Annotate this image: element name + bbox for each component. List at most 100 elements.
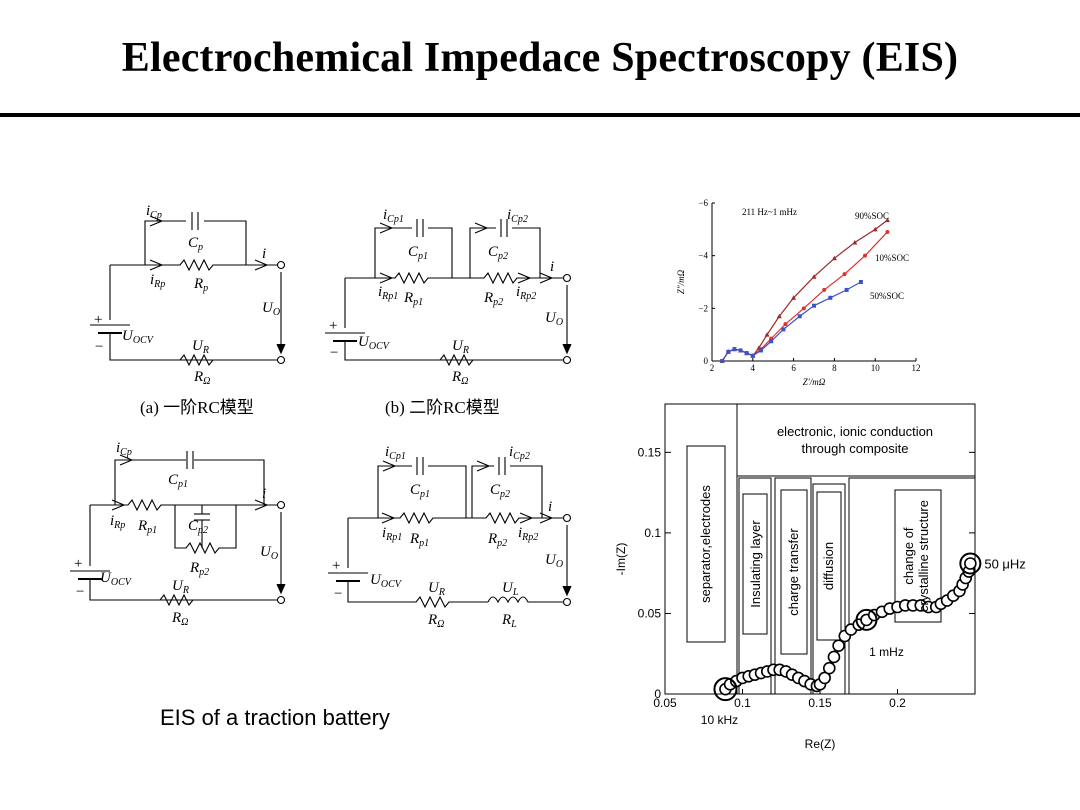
data-point <box>823 661 836 675</box>
zone-insulating-box <box>742 493 768 635</box>
svg-text:+: + <box>329 318 337 334</box>
y-tick-label: −4 <box>698 251 708 261</box>
y-tick-label: 0.1 <box>644 526 661 540</box>
resistor-rp <box>110 258 278 272</box>
svg-text:UOCV: UOCV <box>370 572 403 590</box>
svg-text:Cp1: Cp1 <box>410 482 430 500</box>
svg-text:iCp2: iCp2 <box>507 207 528 225</box>
resistor-rohm <box>179 353 214 367</box>
data-point <box>852 240 858 245</box>
series-label: 50%SOC <box>870 291 904 301</box>
y-tick-label: 0.15 <box>638 445 662 459</box>
circuit-a <box>90 212 286 367</box>
svg-text:i: i <box>548 499 552 515</box>
zone-label-conduction: through composite <box>802 441 909 456</box>
svg-text:−: − <box>76 584 84 600</box>
label-u0: UO <box>262 300 280 318</box>
data-point <box>812 303 816 308</box>
svg-text:iRp2: iRp2 <box>518 525 538 543</box>
zone-label-charge-transfer: charge transfer <box>786 528 801 616</box>
label-i-out: i <box>262 246 266 262</box>
svg-text:Rp1: Rp1 <box>403 290 423 308</box>
svg-text:Cp2: Cp2 <box>490 482 510 500</box>
svg-text:−: − <box>330 345 338 361</box>
x-axis-label: Re(Z) <box>805 737 836 751</box>
x-tick-label: 0.2 <box>889 696 906 710</box>
zone-label-insulating: Insulating layer <box>748 520 763 608</box>
svg-text:UOCV: UOCV <box>100 570 133 588</box>
svg-text:iCp1: iCp1 <box>383 207 404 225</box>
zone-charge-transfer <box>774 477 812 695</box>
circuit-d <box>328 457 572 609</box>
label-i-cp: iCp <box>146 203 162 221</box>
svg-text:Cp2: Cp2 <box>188 518 208 536</box>
x-tick-label: 0.1 <box>734 696 751 710</box>
svg-text:UO: UO <box>260 544 278 562</box>
data-point <box>844 287 849 292</box>
marker-label-10khz: 10 kHz <box>701 713 738 727</box>
data-point <box>801 306 806 311</box>
data-point <box>776 313 782 319</box>
data-point <box>863 253 867 258</box>
data-point <box>858 280 863 284</box>
svg-text:iRp: iRp <box>110 513 125 531</box>
zone-separator-box <box>686 445 726 643</box>
x-tick-label: 0.05 <box>653 696 677 710</box>
terminal-positive <box>562 273 572 283</box>
svg-text:RΩ: RΩ <box>427 612 444 630</box>
svg-text:iRp1: iRp1 <box>378 284 398 302</box>
marker-50uhz <box>959 552 982 575</box>
svg-text:iRp1: iRp1 <box>382 525 402 543</box>
svg-text:RL: RL <box>501 612 517 630</box>
series-label: 90%SOC <box>855 211 889 221</box>
page-title: Electrochemical Impedace Spectroscopy (E… <box>121 35 959 81</box>
data-point <box>720 359 725 363</box>
data-point <box>764 332 770 337</box>
zone-diffusion <box>812 483 846 695</box>
current-arrow <box>149 215 164 227</box>
terminal-negative <box>562 355 572 365</box>
svg-text:RΩ: RΩ <box>451 369 468 387</box>
svg-text:Cp1: Cp1 <box>408 244 428 262</box>
svg-text:UOCV: UOCV <box>358 334 391 352</box>
zone-crystalline <box>848 477 976 695</box>
data-point <box>842 272 847 277</box>
series-line-10%SOC <box>721 231 888 362</box>
data-point <box>781 327 786 332</box>
slide-caption: EIS of a traction battery <box>160 705 390 730</box>
u0-arrow <box>276 343 286 355</box>
svg-text:+: + <box>74 556 82 572</box>
x-tick-label: 6 <box>791 363 796 373</box>
marker-label-50uhz: 50 μHz <box>984 557 1025 572</box>
resistor-series <box>345 271 564 285</box>
label-uocv: UOCV <box>122 328 155 346</box>
x-tick-label: 0.15 <box>808 696 832 710</box>
series-label: 10%SOC <box>875 253 909 263</box>
svg-text:Rp2: Rp2 <box>487 531 507 549</box>
battery-minus: − <box>95 339 103 355</box>
svg-text:iCp: iCp <box>116 440 132 458</box>
eis-zone-diagram: separator,electrodes Insulating layer char… <box>615 403 1026 751</box>
data-point <box>827 650 841 664</box>
svg-text:iCp2: iCp2 <box>509 444 530 462</box>
y-tick-label: 0.05 <box>638 606 662 620</box>
svg-text:UO: UO <box>545 310 563 328</box>
title-underline <box>0 113 1080 117</box>
svg-text:RΩ: RΩ <box>171 610 188 628</box>
x-tick-label: 2 <box>710 363 715 373</box>
data-point <box>872 226 878 232</box>
label-i-rp: iRp <box>150 272 165 290</box>
svg-text:Rp2: Rp2 <box>189 560 209 578</box>
svg-text:iCp1: iCp1 <box>385 444 406 462</box>
zone-label-crystalline: crystalline structure <box>916 500 931 612</box>
data-point <box>832 639 845 652</box>
data-point <box>769 339 774 344</box>
data-point <box>797 314 802 319</box>
current-arrow <box>149 259 164 271</box>
data-point <box>726 349 731 354</box>
label-cp: Cp <box>188 235 203 253</box>
data-point <box>791 295 797 300</box>
circuit-c <box>70 451 286 607</box>
zone-crystalline-box <box>894 489 942 623</box>
